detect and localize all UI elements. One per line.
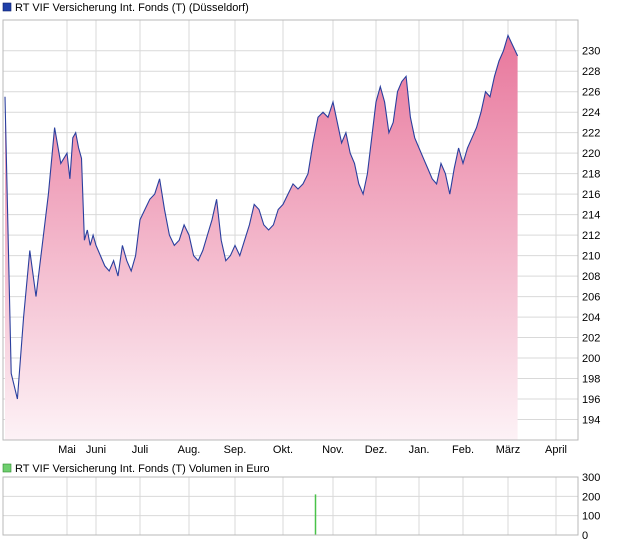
volume-grid — [3, 476, 578, 536]
price-y-tick-label: 206 — [582, 292, 600, 304]
price-area — [5, 35, 518, 441]
price-y-tick-label: 200 — [582, 353, 600, 365]
price-y-tick-label: 220 — [582, 148, 600, 160]
price-x-tick-label: Dez. — [365, 444, 388, 456]
price-y-tick-label: 228 — [582, 66, 600, 78]
volume-bars — [314, 494, 317, 535]
price-x-tick-label: Jan. — [409, 444, 430, 456]
price-y-tick-label: 196 — [582, 394, 600, 406]
price-x-tick-label: Mai — [58, 444, 76, 456]
price-y-tick-label: 222 — [582, 128, 600, 140]
price-x-tick-label: Okt. — [273, 444, 293, 456]
price-y-tick-label: 208 — [582, 271, 600, 283]
volume-plot-frame — [2, 476, 579, 536]
price-x-tick-label: März — [496, 444, 520, 456]
volume-y-tick-label: 100 — [582, 511, 600, 523]
price-y-axis: 194 196 198 200 202 204 206 208 210 212 214 216 218 2… — [582, 46, 600, 427]
price-x-tick-label: Juli — [132, 444, 149, 456]
price-chart-title: RT VIF Versicherung Int. Fonds (T) (Düss… — [15, 2, 249, 14]
volume-y-tick-label: 300 — [582, 472, 600, 484]
price-y-tick-label: 224 — [582, 107, 600, 119]
volume-y-tick-label: 0 — [582, 530, 588, 542]
price-y-tick-label: 226 — [582, 87, 600, 99]
volume-chart-title: RT VIF Versicherung Int. Fonds (T) Volum… — [15, 463, 270, 475]
price-plot-frame — [2, 19, 579, 441]
price-x-axis: Mai Juni Juli Aug. Sep. Okt. Nov. Dez. Jan. Feb. M… — [58, 444, 567, 456]
price-x-tick-label: Juni — [86, 444, 106, 456]
price-x-tick-label: Aug. — [178, 444, 201, 456]
price-legend-swatch — [2, 2, 12, 12]
price-y-tick-label: 230 — [582, 46, 600, 58]
volume-y-axis: 0 100 200 300 — [582, 472, 600, 542]
price-y-tick-label: 218 — [582, 169, 600, 181]
price-x-tick-label: Nov. — [322, 444, 344, 456]
price-y-tick-label: 210 — [582, 251, 600, 263]
volume-y-tick-label: 200 — [582, 491, 600, 503]
price-y-tick-label: 216 — [582, 189, 600, 201]
price-x-tick-label: April — [545, 444, 567, 456]
volume-legend-swatch — [2, 463, 12, 473]
price-x-tick-label: Sep. — [224, 444, 247, 456]
price-line — [4, 33, 519, 400]
volume-bar — [314, 494, 317, 535]
price-x-tick-label: Feb. — [452, 444, 474, 456]
price-y-tick-label: 194 — [582, 415, 600, 427]
price-y-tick-label: 214 — [582, 210, 600, 222]
price-y-tick-label: 198 — [582, 374, 600, 386]
price-y-tick-label: 204 — [582, 312, 600, 324]
price-y-tick-label: 212 — [582, 230, 600, 242]
price-y-tick-label: 202 — [582, 333, 600, 345]
